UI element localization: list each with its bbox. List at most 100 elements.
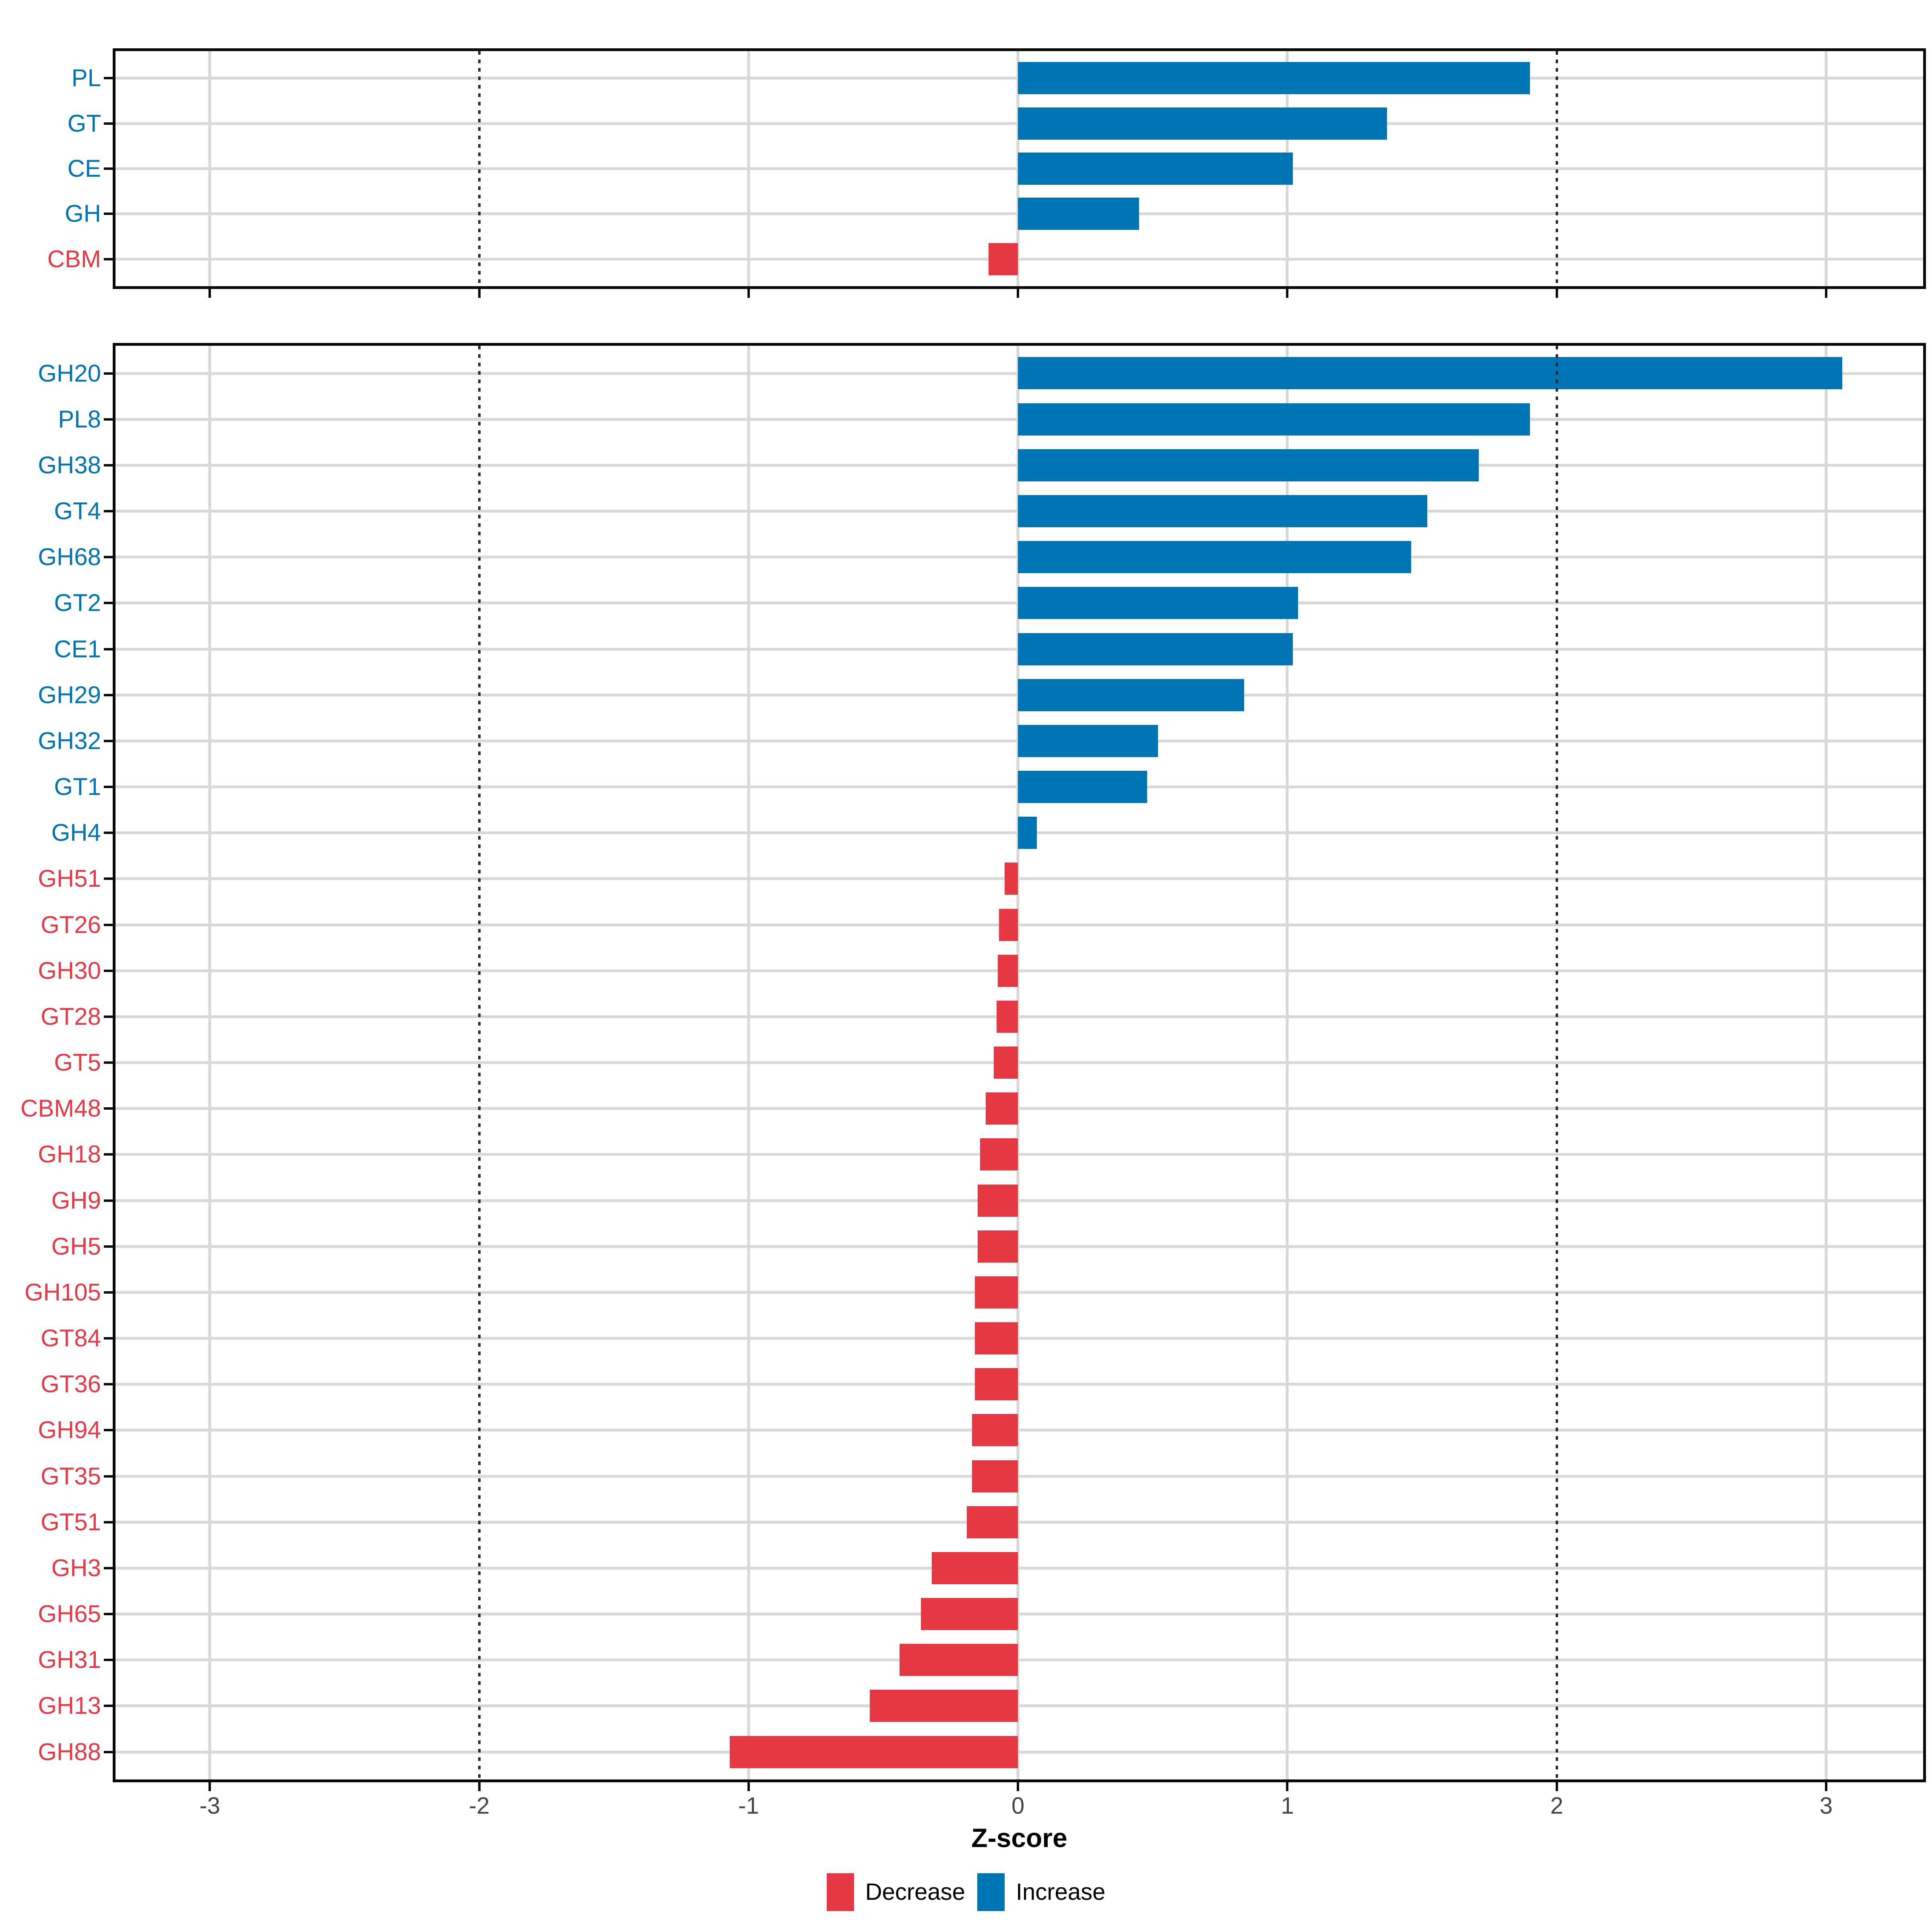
category-label-GH: GH	[65, 200, 101, 227]
row-gridline	[116, 1245, 1923, 1248]
row-gridline	[116, 1199, 1923, 1202]
category-label-GH88: GH88	[38, 1738, 101, 1765]
bar-GH30	[997, 954, 1018, 987]
row-gridline	[116, 1153, 1923, 1156]
y-axis-tick	[104, 786, 113, 788]
y-axis-tick	[104, 1705, 113, 1707]
bar-PL8	[1018, 403, 1530, 436]
y-axis-tick	[104, 969, 113, 972]
category-label-GH51: GH51	[38, 865, 101, 892]
y-axis-tick	[104, 1383, 113, 1386]
bar-GT28	[996, 1000, 1018, 1033]
row-gridline	[116, 1612, 1923, 1616]
category-label-GH4: GH4	[51, 819, 101, 846]
row-gridline	[116, 1291, 1923, 1294]
row-gridline	[116, 1521, 1923, 1524]
legend-label-increase: Increase	[1016, 1879, 1106, 1905]
bar-GH51	[1004, 863, 1018, 895]
y-axis-tick	[104, 923, 113, 926]
bar-GH105	[975, 1276, 1018, 1309]
row-gridline	[116, 877, 1923, 880]
category-label-GH30: GH30	[38, 957, 101, 984]
category-label-GH65: GH65	[38, 1600, 101, 1627]
x-axis-tick	[1825, 1782, 1828, 1791]
legend-label-decrease: Decrease	[865, 1879, 965, 1905]
y-axis-tick	[104, 464, 113, 466]
category-label-CE1: CE1	[54, 635, 101, 663]
category-label-GT: GT	[67, 109, 101, 137]
category-label-GH29: GH29	[38, 681, 101, 708]
y-axis-tick	[104, 832, 113, 834]
y-axis-tick	[104, 1429, 113, 1432]
row-gridline	[116, 1750, 1923, 1753]
x-tick-label-3: 3	[1819, 1793, 1833, 1819]
category-label-CBM: CBM	[47, 245, 101, 272]
category-label-GH38: GH38	[38, 451, 101, 479]
category-label-GT84: GT84	[40, 1324, 101, 1352]
bar-GH4	[1018, 817, 1037, 849]
category-label-GH31: GH31	[38, 1646, 101, 1674]
x-axis-tick	[747, 289, 750, 298]
x-axis-tick	[1555, 1782, 1558, 1791]
category-label-GH68: GH68	[38, 543, 101, 571]
category-label-GH18: GH18	[38, 1141, 101, 1168]
category-label-GH32: GH32	[38, 727, 101, 754]
y-axis-tick	[104, 1061, 113, 1064]
x-axis-tick	[208, 1782, 211, 1791]
category-label-GT2: GT2	[54, 589, 101, 617]
x-tick-label-0: 0	[1011, 1793, 1025, 1819]
bar-GH9	[977, 1184, 1018, 1217]
y-axis-tick	[104, 1015, 113, 1018]
bar-GT26	[999, 908, 1018, 941]
category-label-GT5: GT5	[54, 1049, 101, 1076]
bar-GT5	[993, 1046, 1018, 1079]
row-gridline	[116, 1383, 1923, 1386]
panel-cazyme-classes: PL GT CE GH CBM	[47, 48, 1926, 298]
x-axis-tick	[478, 1782, 481, 1791]
y-axis-tick	[104, 1245, 113, 1248]
bar-CBM48	[985, 1092, 1018, 1125]
bar-GH94	[972, 1414, 1018, 1447]
category-label-GH9: GH9	[51, 1187, 101, 1214]
bar-GH68	[1018, 541, 1412, 574]
y-axis-tick	[104, 1475, 113, 1478]
reference-line	[478, 51, 481, 286]
category-label-GH5: GH5	[51, 1232, 101, 1260]
category-label-GH3: GH3	[51, 1554, 101, 1581]
category-label-GT36: GT36	[40, 1371, 101, 1398]
y-axis-tick	[104, 648, 113, 650]
bar-GT35	[972, 1460, 1018, 1492]
bar-CE1	[1018, 633, 1293, 665]
legend-item-increase: Increase	[977, 1873, 1105, 1911]
bar-PL	[1018, 62, 1530, 95]
y-axis-tick	[104, 1337, 113, 1340]
y-axis-tick	[104, 556, 113, 559]
y-axis-tick	[104, 1659, 113, 1662]
y-axis-tick	[104, 1153, 113, 1156]
decrease-swatch	[826, 1873, 854, 1911]
x-axis-tick	[1017, 289, 1020, 298]
row-gridline	[116, 1428, 1923, 1432]
bar-GH38	[1018, 449, 1479, 481]
bar-GH32	[1018, 724, 1158, 757]
y-axis-tick	[104, 213, 113, 215]
x-tick-label--1: -1	[738, 1793, 759, 1819]
category-label-GT4: GT4	[54, 497, 101, 524]
category-label-GT28: GT28	[40, 1003, 101, 1030]
bar-GH31	[899, 1644, 1018, 1676]
bar-CBM	[988, 243, 1018, 275]
panel-cazyme-families: GH20 PL8 GH38 GT4 GH68 GT2 CE1 GH29 GH32 GT1 GH4 GH…	[21, 343, 1926, 1791]
bar-CE	[1018, 153, 1293, 185]
bar-GH29	[1018, 679, 1245, 711]
bar-GT2	[1018, 587, 1298, 619]
row-gridline	[116, 1337, 1923, 1340]
y-axis-tick	[104, 372, 113, 375]
y-axis-tick	[104, 1613, 113, 1615]
bar-GH	[1018, 198, 1139, 230]
legend: Decrease Increase	[0, 1870, 1932, 1914]
y-axis-tick	[104, 167, 113, 170]
row-gridline	[116, 969, 1923, 972]
x-tick-label--2: -2	[469, 1793, 490, 1819]
bar-GH20	[1018, 357, 1843, 390]
bar-GH88	[730, 1736, 1018, 1768]
